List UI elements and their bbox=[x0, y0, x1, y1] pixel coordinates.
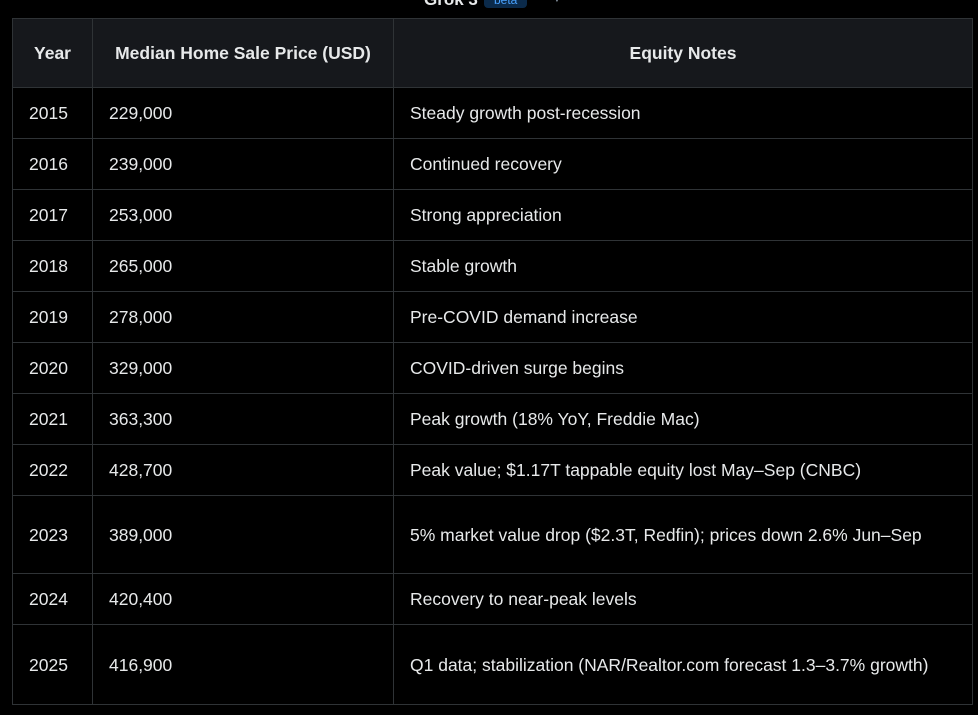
cell-year: 2023 bbox=[12, 495, 93, 574]
cell-year: 2020 bbox=[12, 342, 93, 394]
cell-price: 389,000 bbox=[92, 495, 394, 574]
cell-price: 329,000 bbox=[92, 342, 394, 394]
cell-notes: Stable growth bbox=[393, 240, 973, 292]
model-name[interactable]: Grok 3 bbox=[424, 0, 478, 10]
cell-year: 2022 bbox=[12, 444, 93, 496]
cell-price: 229,000 bbox=[92, 87, 394, 139]
column-header-price: Median Home Sale Price (USD) bbox=[92, 18, 394, 88]
cell-notes: Q1 data; stabilization (NAR/Realtor.com … bbox=[393, 624, 973, 705]
cell-notes: Strong appreciation bbox=[393, 189, 973, 241]
table-row: 2020 329,000 COVID-driven surge begins bbox=[12, 342, 973, 394]
cell-notes: Peak growth (18% YoY, Freddie Mac) bbox=[393, 393, 973, 445]
cell-price: 253,000 bbox=[92, 189, 394, 241]
table-row: 2024 420,400 Recovery to near-peak level… bbox=[12, 573, 973, 625]
beta-badge: beta bbox=[484, 0, 528, 8]
cell-price: 416,900 bbox=[92, 624, 394, 705]
table-header-row: Year Median Home Sale Price (USD) Equity… bbox=[12, 18, 973, 88]
cell-year: 2025 bbox=[12, 624, 93, 705]
cell-year: 2017 bbox=[12, 189, 93, 241]
cell-notes: Continued recovery bbox=[393, 138, 973, 190]
home-price-table: Year Median Home Sale Price (USD) Equity… bbox=[12, 18, 973, 705]
column-header-notes: Equity Notes bbox=[393, 18, 973, 88]
column-header-year: Year bbox=[12, 18, 93, 88]
cell-price: 239,000 bbox=[92, 138, 394, 190]
cell-price: 278,000 bbox=[92, 291, 394, 343]
table-row: 2018 265,000 Stable growth bbox=[12, 240, 973, 292]
table-row: 2023 389,000 5% market value drop ($2.3T… bbox=[12, 495, 973, 574]
cell-year: 2016 bbox=[12, 138, 93, 190]
table-row: 2021 363,300 Peak growth (18% YoY, Fredd… bbox=[12, 393, 973, 445]
cell-notes: Recovery to near-peak levels bbox=[393, 573, 973, 625]
cell-notes: Pre-COVID demand increase bbox=[393, 291, 973, 343]
cell-price: 420,400 bbox=[92, 573, 394, 625]
cell-year: 2018 bbox=[12, 240, 93, 292]
chevron-down-icon[interactable]: ▼ bbox=[552, 0, 562, 5]
table-row: 2022 428,700 Peak value; $1.17T tappable… bbox=[12, 444, 973, 496]
table-row: 2025 416,900 Q1 data; stabilization (NAR… bbox=[12, 624, 973, 705]
cell-year: 2015 bbox=[12, 87, 93, 139]
cell-year: 2024 bbox=[12, 573, 93, 625]
top-bar: Grok 3 beta ▼ bbox=[0, 0, 978, 18]
cell-notes: Steady growth post-recession bbox=[393, 87, 973, 139]
table-row: 2017 253,000 Strong appreciation bbox=[12, 189, 973, 241]
table-row: 2016 239,000 Continued recovery bbox=[12, 138, 973, 190]
cell-price: 265,000 bbox=[92, 240, 394, 292]
cell-year: 2019 bbox=[12, 291, 93, 343]
data-table-container: Year Median Home Sale Price (USD) Equity… bbox=[12, 18, 973, 705]
cell-year: 2021 bbox=[12, 393, 93, 445]
cell-price: 428,700 bbox=[92, 444, 394, 496]
cell-price: 363,300 bbox=[92, 393, 394, 445]
cell-notes: 5% market value drop ($2.3T, Redfin); pr… bbox=[393, 495, 973, 574]
table-row: 2015 229,000 Steady growth post-recessio… bbox=[12, 87, 973, 139]
cell-notes: COVID-driven surge begins bbox=[393, 342, 973, 394]
table-row: 2019 278,000 Pre-COVID demand increase bbox=[12, 291, 973, 343]
cell-notes: Peak value; $1.17T tappable equity lost … bbox=[393, 444, 973, 496]
